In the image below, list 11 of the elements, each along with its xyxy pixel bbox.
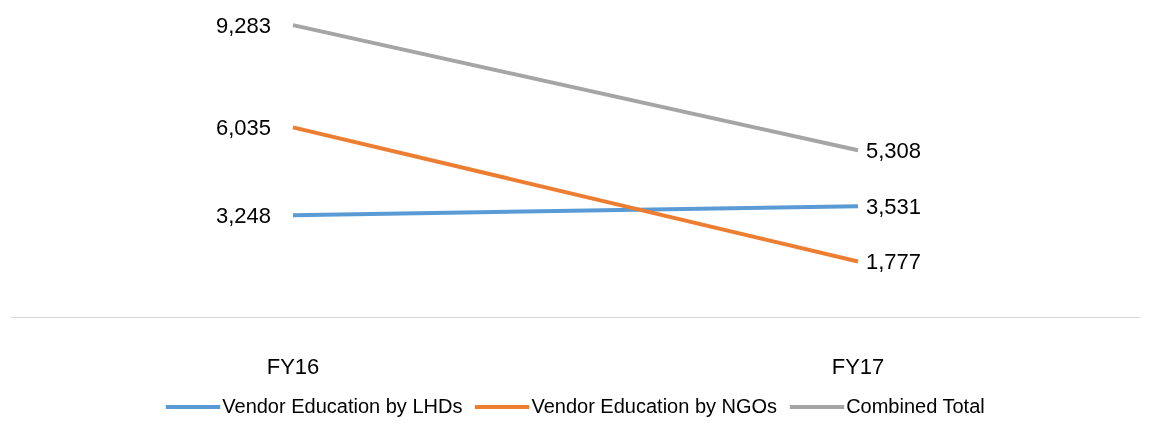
data-label: 3,248 bbox=[215, 202, 272, 228]
data-label: 1,777 bbox=[866, 249, 922, 275]
legend-label: Vendor Education by NGOs bbox=[531, 394, 778, 418]
legend-label: Combined Total bbox=[846, 394, 985, 418]
data-label: 6,035 bbox=[215, 114, 272, 140]
data-label: 9,283 bbox=[215, 12, 272, 38]
x-tick-label: FY16 bbox=[266, 353, 320, 379]
data-label: 3,531 bbox=[866, 193, 922, 219]
x-tick-label: FY17 bbox=[831, 353, 885, 379]
legend-label: Vendor Education by LHDs bbox=[222, 394, 463, 418]
data-label: 5,308 bbox=[866, 137, 922, 163]
